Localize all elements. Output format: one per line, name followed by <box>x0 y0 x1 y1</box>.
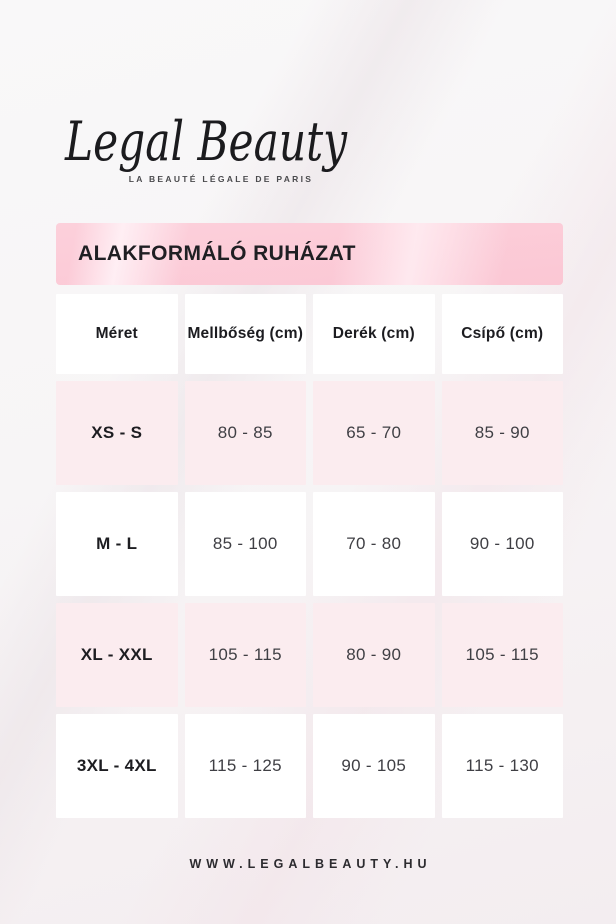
table-cell-size: XS - S <box>56 381 178 485</box>
table-cell-hip: 105 - 115 <box>441 603 563 707</box>
table-cell-bust: 80 - 85 <box>184 381 306 485</box>
table-cell-hip: 85 - 90 <box>441 381 563 485</box>
table-cell-bust: 85 - 100 <box>184 492 306 596</box>
column-header-size: Méret <box>56 294 178 374</box>
table-cell-hip: 115 - 130 <box>441 714 563 818</box>
table-cell-size: 3XL - 4XL <box>56 714 178 818</box>
page-title: ALAKFORMÁLÓ RUHÁZAT <box>78 242 356 265</box>
column-header-bust: Mellbőség (cm) <box>184 294 306 374</box>
brand-tagline: LA BEAUTÉ LÉGALE DE PARIS <box>128 174 314 184</box>
table-cell-bust: 115 - 125 <box>184 714 306 818</box>
table-cell-waist: 65 - 70 <box>313 381 435 485</box>
logo-script-image: Legal Beauty <box>64 110 348 173</box>
table-cell-waist: 80 - 90 <box>313 603 435 707</box>
column-header-waist: Derék (cm) <box>313 294 435 374</box>
table-cell-size: XL - XXL <box>56 603 178 707</box>
table-cell-bust: 105 - 115 <box>184 603 306 707</box>
table-cell-hip: 90 - 100 <box>441 492 563 596</box>
column-header-hip: Csípő (cm) <box>441 294 563 374</box>
brand-logo: Legal Beauty LA BEAUTÉ LÉGALE DE PARIS <box>56 96 356 184</box>
table-cell-waist: 90 - 105 <box>313 714 435 818</box>
table-cell-size: M - L <box>56 492 178 596</box>
table-cell-waist: 70 - 80 <box>313 492 435 596</box>
title-bar: ALAKFORMÁLÓ RUHÁZAT <box>56 223 563 285</box>
size-table: Méret Mellbőség (cm) Derék (cm) Csípő (c… <box>56 294 563 818</box>
logo-script-text: Legal Beauty <box>64 110 348 173</box>
website-url: WWW.LEGALBEAUTY.HU <box>189 857 432 871</box>
